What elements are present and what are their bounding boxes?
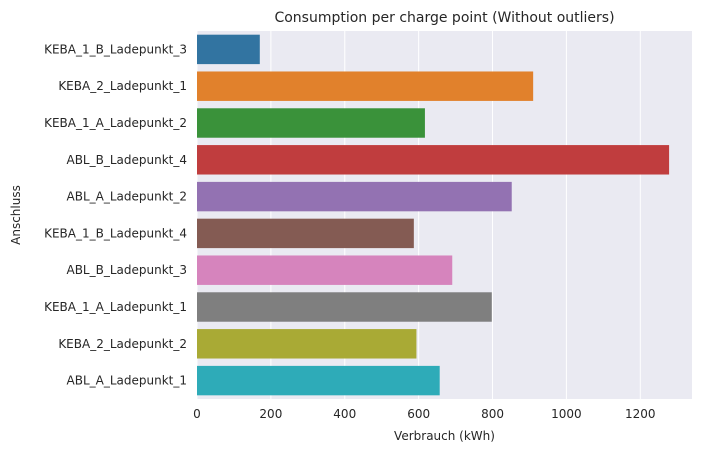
y-tick-label: ABL_A_Ladepunkt_1 (67, 374, 188, 388)
x-tick-label: 400 (333, 407, 356, 421)
x-tick-label: 1000 (551, 407, 582, 421)
y-tick-label: KEBA_1_B_Ladepunkt_4 (44, 226, 187, 240)
y-tick-label: KEBA_2_Ladepunkt_1 (58, 79, 187, 93)
bar-ABL_A_Ladepunkt_1 (197, 365, 440, 396)
bar-ABL_B_Ladepunkt_4 (197, 145, 670, 175)
y-tick-label: ABL_B_Ladepunkt_3 (66, 263, 187, 277)
x-tick-labels: 0 200 400 600 800 1000 1200 (193, 407, 655, 421)
x-tick-label: 0 (193, 407, 201, 421)
y-tick-label: KEBA_1_A_Ladepunkt_1 (44, 300, 187, 314)
y-tick-label: KEBA_1_B_Ladepunkt_3 (44, 42, 187, 56)
chart-title: Consumption per charge point (Without ou… (274, 10, 614, 26)
bar-KEBA_1_B_Ladepunkt_4 (197, 218, 414, 249)
y-tick-label: ABL_A_Ladepunkt_2 (67, 190, 188, 204)
x-tick-label: 600 (407, 407, 430, 421)
bar-KEBA_1_A_Ladepunkt_1 (197, 292, 492, 322)
bar-KEBA_2_Ladepunkt_2 (197, 329, 417, 359)
x-tick-label: 200 (259, 407, 282, 421)
bars (197, 34, 670, 396)
bar-ABL_A_Ladepunkt_2 (197, 181, 512, 212)
x-tick-label: 800 (481, 407, 504, 421)
y-tick-label: KEBA_1_A_Ladepunkt_2 (44, 116, 187, 130)
y-tick-label: KEBA_2_Ladepunkt_2 (58, 337, 187, 351)
y-axis-label: Anschluss (9, 185, 23, 245)
y-tick-label: ABL_B_Ladepunkt_4 (66, 153, 187, 167)
bar-ABL_B_Ladepunkt_3 (197, 255, 453, 285)
bar-KEBA_1_B_Ladepunkt_3 (197, 34, 260, 65)
x-tick-label: 1200 (625, 407, 656, 421)
x-axis-label: Verbrauch (kWh) (394, 429, 495, 443)
y-tick-labels: KEBA_1_B_Ladepunkt_3 KEBA_2_Ladepunkt_1 KE… (44, 42, 187, 387)
bar-KEBA_2_Ladepunkt_1 (197, 71, 534, 101)
bar-KEBA_1_A_Ladepunkt_2 (197, 108, 425, 138)
